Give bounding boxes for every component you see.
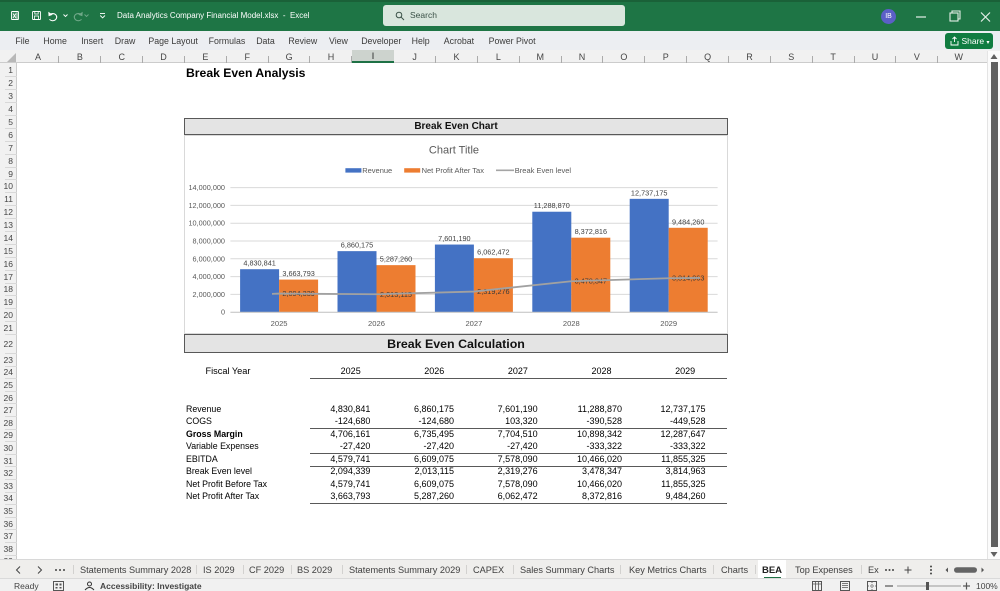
svg-text:2029: 2029 — [660, 319, 677, 328]
svg-text:Net Profit After Tax: Net Profit After Tax — [422, 166, 485, 175]
svg-text:Break Even level: Break Even level — [515, 166, 572, 175]
svg-text:5,287,260: 5,287,260 — [380, 255, 412, 264]
svg-text:6,062,472: 6,062,472 — [477, 248, 509, 257]
svg-text:3,663,793: 3,663,793 — [282, 269, 314, 278]
svg-text:2026: 2026 — [368, 319, 385, 328]
svg-text:Chart Title: Chart Title — [429, 145, 479, 157]
svg-text:8,000,000: 8,000,000 — [193, 237, 225, 246]
svg-text:2,000,000: 2,000,000 — [193, 290, 225, 299]
svg-text:11,288,870: 11,288,870 — [534, 201, 570, 210]
svg-text:2025: 2025 — [271, 319, 288, 328]
svg-text:Revenue: Revenue — [362, 166, 392, 175]
svg-text:9,484,260: 9,484,260 — [672, 217, 704, 226]
svg-text:7,601,190: 7,601,190 — [438, 234, 470, 243]
svg-text:6,000,000: 6,000,000 — [193, 254, 225, 263]
svg-text:8,372,816: 8,372,816 — [575, 227, 607, 236]
svg-text:0: 0 — [221, 308, 225, 317]
svg-text:10,000,000: 10,000,000 — [188, 219, 225, 228]
svg-text:2,319,276: 2,319,276 — [477, 287, 509, 296]
svg-text:2027: 2027 — [465, 319, 482, 328]
svg-text:14,000,000: 14,000,000 — [188, 183, 225, 192]
svg-text:12,000,000: 12,000,000 — [188, 201, 225, 210]
svg-text:12,737,175: 12,737,175 — [631, 188, 668, 197]
svg-text:2028: 2028 — [563, 319, 580, 328]
svg-text:4,000,000: 4,000,000 — [193, 272, 225, 281]
svg-text:4,830,841: 4,830,841 — [243, 259, 275, 268]
svg-text:6,860,175: 6,860,175 — [341, 241, 373, 250]
